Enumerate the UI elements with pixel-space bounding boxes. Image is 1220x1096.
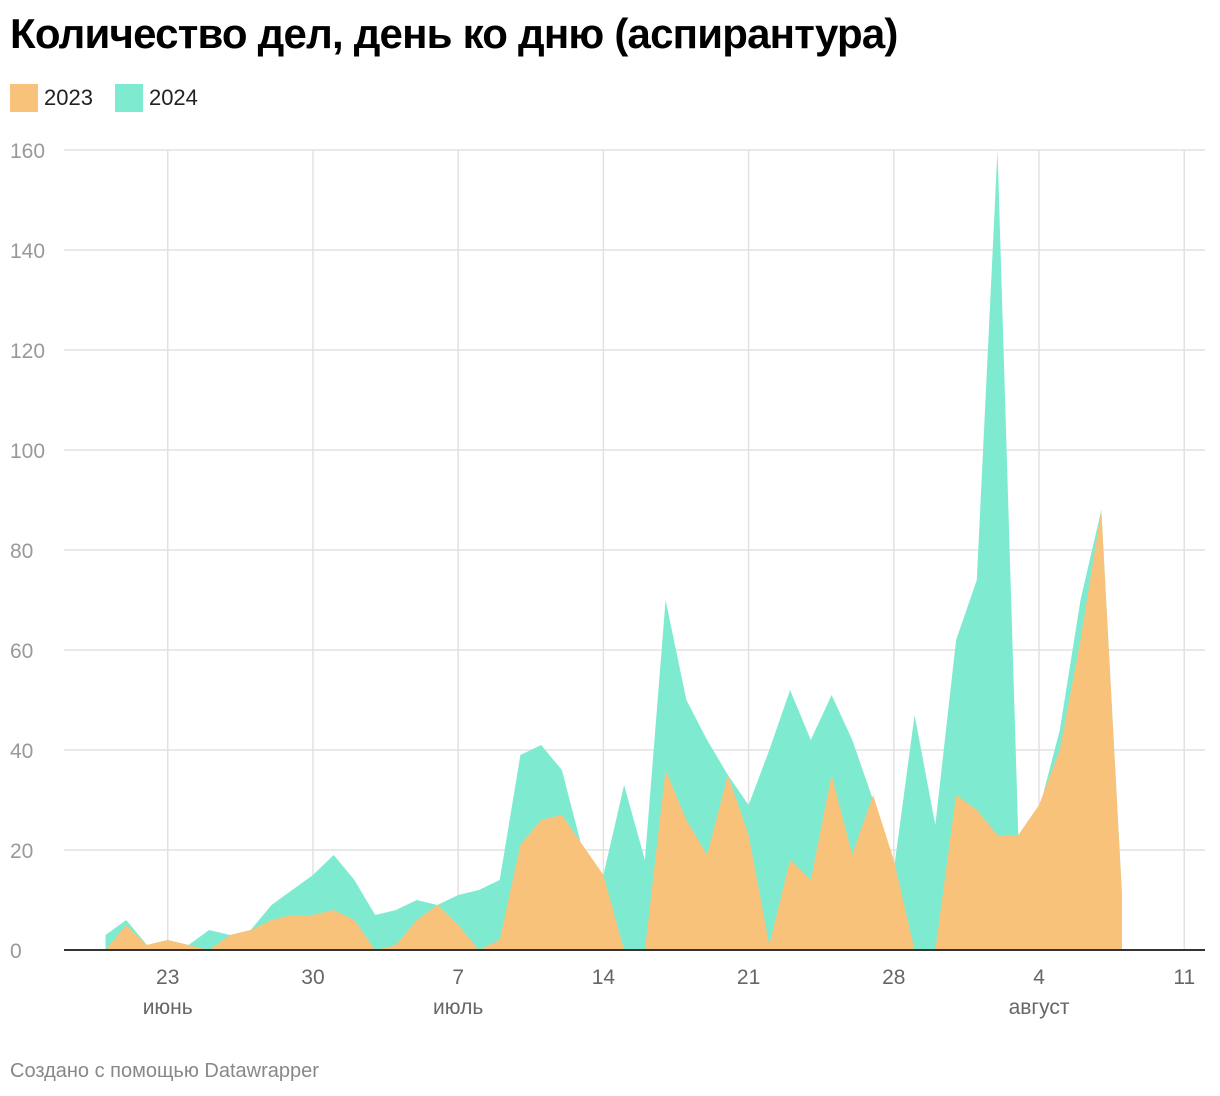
x-month-label: июнь (143, 996, 193, 1019)
x-tick-label: 23 (156, 966, 179, 989)
footer-credit: Создано с помощью Datawrapper (10, 1060, 319, 1082)
x-tick-label: 28 (882, 966, 905, 989)
y-tick-label: 160 (10, 140, 45, 163)
legend-label-2024: 2024 (148, 85, 198, 110)
y-tick-label: 120 (10, 340, 45, 363)
area-chart: 0 20 40 60 80 100 120 140 160 23 июнь 30 7 июль 14 21 28… (10, 140, 1205, 1019)
legend-label-2023: 2023 (44, 85, 93, 110)
y-tick-label: 80 (10, 540, 33, 563)
x-tick-label: 4 (1033, 966, 1045, 989)
legend: 2023 2024 (10, 84, 220, 112)
y-tick-label: 100 (10, 440, 45, 463)
area-series-2023 (105, 510, 1122, 950)
y-tick-label: 20 (10, 840, 33, 863)
x-tick-label: 7 (452, 966, 464, 989)
legend-item-2024: 2024 (114, 84, 198, 112)
x-tick-label: 21 (737, 966, 760, 989)
x-month-label: июль (433, 996, 483, 1019)
axis-layer: 0 20 40 60 80 100 120 140 160 23 июнь 30 7 июль 14 21 28… (10, 140, 1205, 1019)
legend-swatch-2024 (114, 84, 143, 112)
y-tick-label: 140 (10, 240, 45, 263)
area-layer (105, 150, 1122, 950)
legend-swatch-2023 (10, 84, 38, 112)
x-month-label: август (1009, 996, 1070, 1019)
x-tick-label: 14 (592, 966, 616, 989)
y-tick-label: 0 (10, 940, 22, 963)
x-tick-label: 30 (301, 966, 324, 989)
chart-title: Количество дел, день ко дню (аспирантура… (10, 10, 898, 57)
y-tick-label: 60 (10, 640, 33, 663)
legend-item-2023: 2023 (10, 84, 93, 112)
y-tick-label: 40 (10, 740, 33, 763)
x-tick-label: 11 (1173, 966, 1195, 989)
